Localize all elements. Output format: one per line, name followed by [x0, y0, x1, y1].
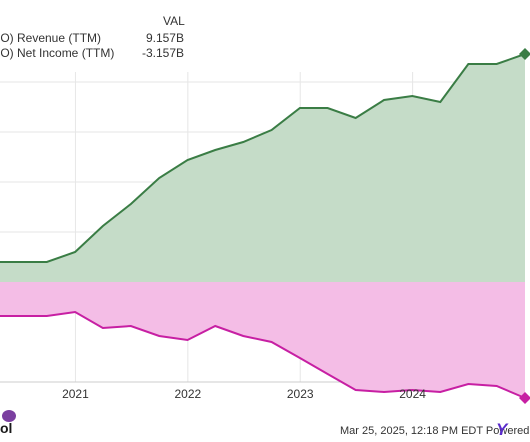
- legend-value-header: VAL: [163, 14, 185, 28]
- area-fills: [0, 54, 525, 398]
- brand-logo-text: ol: [0, 420, 13, 436]
- legend-series-value: 9.157B: [145, 31, 184, 45]
- legend-row-net-income: IO) Net Income (TTM) -3.157B: [0, 46, 184, 62]
- revenue-line: [0, 53, 526, 263]
- x-tick-label: 2024: [399, 387, 426, 401]
- x-tick-label: 2023: [287, 387, 314, 401]
- revenue-end-marker: [519, 48, 530, 60]
- brand-mark-icon: [2, 410, 16, 422]
- powered-by-logo[interactable]: Y: [496, 420, 508, 439]
- brand-logo: ol: [0, 408, 24, 442]
- footer-timestamp: Mar 25, 2025, 12:18 PM EDT Powered by: [340, 425, 530, 437]
- legend-series-name: IO) Revenue (TTM): [0, 31, 102, 45]
- legend-series-value: -3.157B: [141, 46, 184, 60]
- legend: VAL IO) Revenue (TTM) 9.157B IO) Net Inc…: [0, 0, 530, 70]
- net-income-line: [0, 310, 526, 399]
- series-lines: [0, 53, 526, 399]
- net-income-end-marker: [519, 392, 530, 404]
- legend-series-name: IO) Net Income (TTM): [0, 46, 115, 60]
- x-axis-ticks: 2021 2022 2023 2024: [62, 387, 426, 401]
- end-markers: [519, 48, 530, 404]
- legend-row-revenue: IO) Revenue (TTM) 9.157B: [0, 31, 184, 47]
- revenue-area: [0, 54, 525, 282]
- x-tick-label: 2022: [174, 387, 201, 401]
- x-tick-label: 2021: [62, 387, 89, 401]
